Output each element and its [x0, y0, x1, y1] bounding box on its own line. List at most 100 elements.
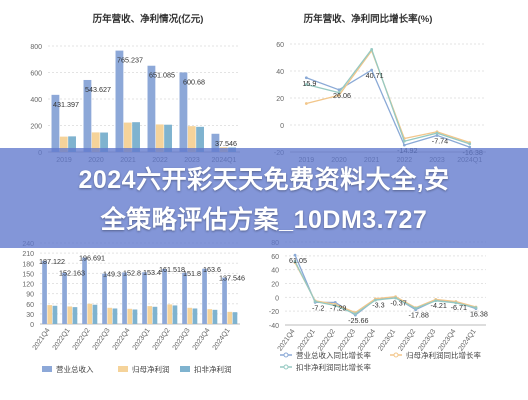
quarterly-amounts-xtick-label: 2023Q2	[152, 327, 172, 352]
quarterly-amounts-xtick-label: 2022Q1	[52, 327, 72, 352]
quarterly-amounts-data-label: 163.6	[203, 265, 221, 274]
quarterly-amounts-bar	[67, 306, 73, 324]
quarterly-amounts-ytick-label: 150	[22, 271, 34, 278]
quarterly-amounts-bar	[142, 272, 147, 324]
quarterly-amounts-ytick-label: 90	[26, 292, 34, 299]
quarterly-amounts-data-label: 196.691	[79, 254, 105, 263]
annual-amounts-bar	[123, 122, 132, 152]
quarterly-growth-xtick-label: 2022Q3	[337, 328, 357, 353]
annual-amounts-bar	[196, 126, 204, 152]
quarterly-growth-point	[293, 259, 297, 263]
quarterly-growth-point	[454, 301, 458, 305]
quarterly-growth-ytick-label: 40	[271, 268, 279, 275]
quarterly-amounts-bar	[72, 307, 78, 324]
quarterly-amounts-bar	[147, 306, 153, 324]
quarterly-growth-series-line	[294, 261, 477, 315]
annual-amounts-bar	[51, 94, 60, 152]
quarterly-amounts-xtick-label: 2022Q3	[92, 327, 112, 352]
quarterly-amounts-legend-swatch	[180, 366, 190, 372]
quarterly-growth-legend-label: 归母净利润同比增长率	[406, 350, 481, 360]
quarterly-amounts-bar	[162, 268, 167, 324]
quarterly-amounts-ytick-label: 0	[30, 322, 34, 329]
annual-amounts-bar	[59, 136, 68, 152]
quarterly-growth-xtick-label: 2022Q2	[317, 328, 337, 353]
quarterly-amounts-bar	[102, 273, 107, 324]
quarterly-amounts-bar	[47, 305, 53, 324]
quarterly-amounts-ytick-label: 180	[22, 261, 34, 268]
annual-amounts-data-label: 431.397	[53, 100, 79, 109]
quarterly-amounts-bar	[132, 309, 138, 324]
annual-amounts-title: 历年营收、净利情况(亿元)	[93, 13, 204, 25]
quarterly-amounts-data-label: 151.8	[183, 269, 201, 278]
quarterly-growth-xtick-label: 2023Q4	[437, 328, 457, 353]
annual-growth-ytick-label: 40	[276, 69, 284, 76]
quarterly-growth-ytick-label: -40	[269, 323, 279, 330]
quarterly-growth-xtick-label: 2023Q3	[417, 328, 437, 353]
quarterly-amounts-data-label: 149.3	[103, 270, 121, 279]
quarterly-amounts-xtick-label: 2024Q1	[212, 327, 232, 352]
quarterly-growth-point	[414, 307, 418, 310]
quarterly-amounts-data-label: 137.546	[219, 274, 245, 283]
quarterly-amounts-bar	[187, 307, 193, 324]
annual-amounts-data-label: 651.085	[149, 71, 175, 80]
quarterly-amounts-bar	[182, 272, 187, 324]
quarterly-amounts-bar	[212, 309, 218, 324]
quarterly-amounts-bar	[202, 268, 207, 324]
promo-banner	[0, 148, 528, 248]
quarterly-growth-legend-marker	[283, 364, 289, 370]
quarterly-growth-point	[353, 312, 357, 316]
quarterly-amounts-legend-swatch	[42, 366, 52, 372]
quarterly-growth-point	[374, 298, 377, 302]
quarterly-amounts-xtick-label: 2022Q4	[112, 327, 132, 352]
annual-growth-point	[370, 48, 374, 51]
annual-amounts-bar	[132, 122, 140, 152]
annual-growth-point	[468, 142, 472, 146]
annual-growth-point	[468, 145, 472, 149]
quarterly-amounts-bar	[167, 304, 173, 324]
quarterly-amounts-legend-label: 归母净利润	[132, 364, 170, 374]
quarterly-growth-legend-label: 营业总收入同比增长率	[296, 350, 371, 360]
quarterly-amounts-xtick-label: 2022Q2	[72, 327, 92, 352]
quarterly-growth-xtick-label: 2022Q4	[357, 328, 377, 353]
quarterly-growth-data-label: -0.37	[390, 299, 406, 308]
quarterly-amounts-xtick-label: 2023Q1	[132, 327, 152, 352]
annual-amounts-bar	[147, 65, 156, 152]
quarterly-growth-xtick-label: 2023Q2	[397, 328, 417, 353]
quarterly-amounts-bar	[192, 308, 198, 324]
banner-title-line1: 2024六开彩天天免费资料大全,安	[78, 166, 450, 194]
quarterly-growth-xtick-label: 2021Q4	[277, 328, 297, 353]
quarterly-growth-xtick-label: 2022Q1	[297, 328, 317, 353]
annual-amounts-bar	[68, 136, 76, 152]
quarterly-amounts-data-label: 152.163	[59, 269, 85, 278]
annual-amounts-bar	[83, 79, 92, 152]
quarterly-amounts-ytick-label: 210	[22, 251, 34, 258]
annual-amounts-ytick-label: 800	[30, 44, 42, 51]
annual-growth-ytick-label: 60	[276, 42, 284, 49]
quarterly-growth-xtick-label: 2023Q1	[377, 328, 397, 353]
annual-growth-data-label: 26.06	[333, 91, 351, 100]
quarterly-amounts-xtick-label: 2023Q4	[192, 327, 212, 352]
quarterly-amounts-bar	[207, 309, 213, 324]
quarterly-amounts-bar	[87, 303, 93, 324]
annual-growth-point	[304, 83, 308, 86]
quarterly-amounts-bar	[227, 311, 233, 324]
quarterly-growth-legend-marker	[393, 352, 399, 358]
quarterly-amounts-bar	[62, 272, 67, 324]
quarterly-amounts-ytick-label: 30	[26, 312, 34, 319]
quarterly-amounts-legend-swatch	[118, 366, 128, 372]
quarterly-growth-point	[293, 253, 297, 257]
quarterly-amounts-bar	[172, 305, 178, 324]
annual-growth-data-label: 15.9	[302, 79, 316, 88]
quarterly-amounts-bar	[127, 308, 133, 324]
quarterly-growth-series-line	[294, 262, 477, 314]
quarterly-growth-data-label: -4.21	[431, 301, 447, 310]
annual-growth-data-label: -7.74	[432, 136, 448, 145]
quarterly-growth-data-label: 16.38	[470, 310, 488, 319]
quarterly-growth-point	[333, 304, 337, 308]
quarterly-growth-data-label: -7.29	[330, 303, 346, 312]
annual-growth-series-line	[306, 69, 470, 148]
annual-growth-point	[337, 91, 341, 94]
quarterly-amounts-bar	[232, 312, 238, 324]
quarterly-growth-data-label: -7.2	[312, 303, 324, 312]
quarterly-amounts-data-label: 161.518	[159, 265, 185, 274]
